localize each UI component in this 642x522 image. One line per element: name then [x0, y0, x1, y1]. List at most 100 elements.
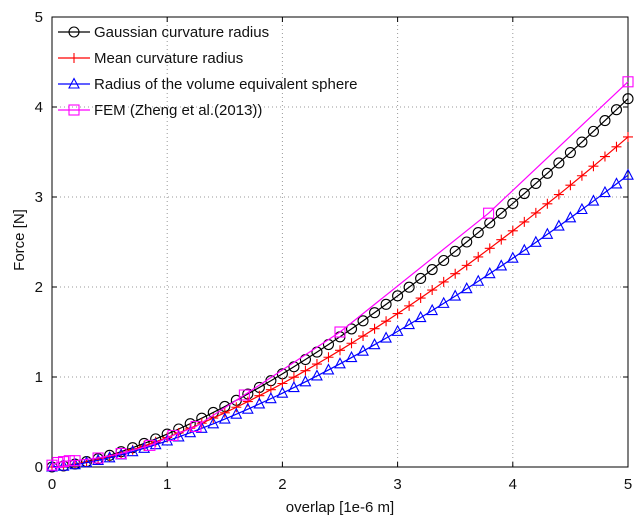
legend-marker: [68, 26, 80, 38]
data-point: [403, 281, 415, 293]
data-point: [507, 197, 519, 210]
legend-item: Radius of the volume equivalent sphere: [58, 76, 358, 93]
data-point: [335, 345, 345, 356]
data-point: [564, 147, 576, 159]
data-point: [495, 207, 507, 219]
y-axis-label: Force [N]: [11, 209, 28, 271]
data-point: [358, 331, 369, 342]
data-point: [63, 455, 75, 467]
data-point: [92, 452, 104, 464]
y-tick-label: 1: [35, 369, 43, 386]
data-point: [46, 460, 58, 472]
data-point: [610, 177, 623, 189]
legend-label: Radius of the volume equivalent sphere: [94, 76, 358, 93]
data-point: [115, 447, 127, 460]
data-point: [519, 216, 530, 227]
data-point: [52, 456, 64, 469]
data-point: [46, 459, 58, 471]
data-point: [345, 323, 358, 335]
data-point: [391, 324, 404, 336]
data-point: [564, 211, 577, 223]
series-layer: [46, 76, 634, 473]
data-point: [346, 338, 357, 349]
data-point: [241, 402, 254, 414]
data-point: [404, 300, 415, 311]
data-point: [190, 420, 202, 433]
data-point: [57, 456, 70, 468]
legend-marker: [69, 53, 79, 63]
x-tick-label: 1: [163, 476, 171, 493]
data-point: [496, 234, 507, 245]
data-point: [576, 170, 587, 181]
data-point: [357, 315, 369, 327]
data-point: [69, 457, 81, 470]
data-point: [300, 365, 311, 376]
data-point: [264, 391, 277, 404]
data-point: [460, 282, 473, 294]
plot-frame: [51, 16, 629, 468]
data-point: [427, 285, 438, 296]
data-point: [92, 453, 104, 465]
y-tick-label: 2: [35, 279, 43, 296]
data-point: [529, 235, 542, 247]
data-point: [103, 451, 116, 463]
data-point: [69, 455, 81, 467]
data-point: [530, 207, 541, 218]
data-point: [242, 396, 253, 407]
axes: 0 1 2 3 4 5 0 1 2 3 4 5: [35, 9, 633, 493]
data-point: [507, 225, 518, 236]
data-point: [438, 276, 449, 287]
data-point: [369, 323, 380, 334]
y-tick-label: 4: [35, 99, 43, 116]
data-point: [599, 115, 611, 127]
data-point: [253, 397, 266, 409]
x-tick-label: 2: [278, 476, 286, 493]
data-point: [392, 308, 403, 319]
data-point: [438, 254, 450, 267]
data-point: [415, 293, 426, 304]
data-point: [506, 251, 519, 263]
data-point: [484, 243, 495, 254]
data-point: [472, 227, 484, 239]
data-point: [322, 363, 335, 375]
data-point: [426, 303, 439, 316]
series-4: [46, 76, 634, 471]
data-point: [299, 375, 312, 387]
data-point: [473, 251, 484, 262]
data-point: [622, 93, 634, 105]
data-point: [195, 421, 208, 433]
y-tick-label: 5: [35, 9, 43, 26]
legend: Gaussian curvature radius Mean curvature …: [58, 24, 358, 119]
data-point: [334, 357, 346, 369]
data-point: [472, 274, 485, 286]
legend-label: Gaussian curvature radius: [94, 24, 269, 41]
data-point: [345, 350, 358, 363]
data-point: [576, 136, 588, 148]
x-tick-label: 0: [48, 476, 56, 493]
data-point: [437, 296, 450, 308]
data-point: [495, 259, 508, 271]
data-point: [599, 151, 610, 162]
data-point: [323, 352, 334, 363]
data-point: [368, 338, 381, 350]
data-point: [622, 168, 634, 180]
data-point: [380, 298, 392, 310]
data-point: [334, 326, 346, 338]
data-point: [622, 76, 634, 88]
data-point: [552, 219, 565, 231]
data-point: [288, 372, 299, 383]
data-point: [449, 245, 461, 257]
legend-item: Gaussian curvature radius: [58, 24, 269, 41]
data-point: [369, 307, 381, 319]
y-tick-label: 0: [35, 459, 43, 476]
data-point: [172, 430, 185, 442]
data-point: [599, 185, 611, 198]
data-point: [403, 317, 416, 330]
data-point: [167, 429, 179, 442]
x-tick-label: 5: [624, 476, 632, 493]
data-point: [610, 104, 623, 116]
legend-label: FEM (Zheng et al.(2013)): [94, 102, 262, 119]
data-point: [565, 180, 576, 191]
